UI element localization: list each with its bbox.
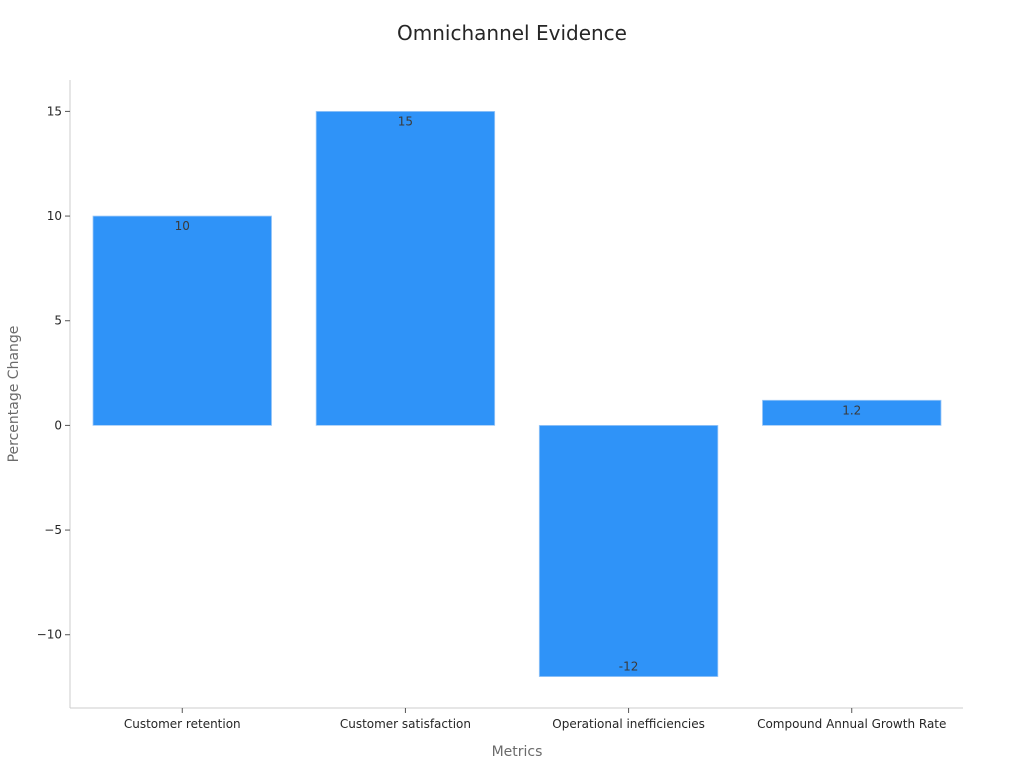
data-label: -12	[619, 660, 639, 674]
x-tick-label: Operational inefficiencies	[552, 717, 705, 731]
data-label: 1.2	[842, 403, 861, 417]
y-tick-label: 10	[47, 209, 62, 223]
x-tick-label: Customer retention	[124, 717, 241, 731]
x-ticks: Customer retention Customer satisfaction O…	[124, 708, 946, 731]
bar	[92, 215, 272, 426]
x-axis-label: Metrics	[492, 744, 543, 760]
y-tick-label: 15	[47, 104, 62, 118]
bar	[538, 424, 719, 677]
y-axis-label: Percentage Change	[6, 326, 22, 463]
data-label: 10	[175, 219, 190, 233]
y-tick-label: 5	[54, 314, 62, 328]
bar	[762, 399, 942, 426]
y-tick-label: −10	[37, 628, 62, 642]
y-ticks: 15 10 5 0 −5 −10	[37, 104, 70, 642]
bar-labels: 10 15 -12 1.2	[175, 114, 862, 673]
y-tick-label: 0	[54, 418, 62, 432]
chart-title: Omnichannel Evidence	[397, 21, 627, 45]
x-tick-label: Customer satisfaction	[340, 717, 471, 731]
bar	[315, 111, 496, 426]
data-label: 15	[398, 114, 413, 128]
bars	[92, 111, 942, 677]
x-tick-label: Compound Annual Growth Rate	[757, 717, 946, 731]
y-tick-label: −5	[44, 523, 62, 537]
plot-area: 15 10 5 0 −5 −10 10 15 -12 1.2 Customer retentio…	[37, 80, 963, 731]
